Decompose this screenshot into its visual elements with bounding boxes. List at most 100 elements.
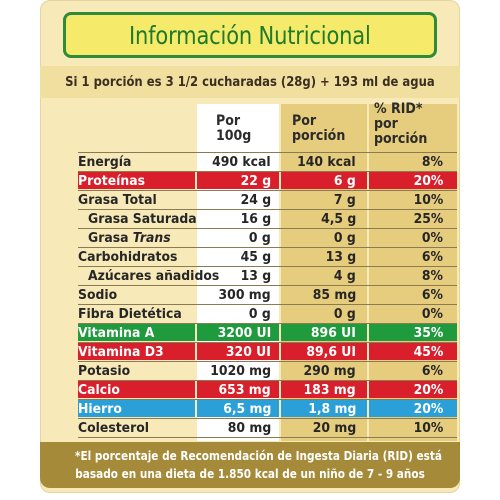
table-row: Hierro 6,5 mg 1,8 mg 20% — [78, 400, 460, 418]
row-divider — [78, 247, 457, 248]
table-row: Grasa Trans 0 g 0 g 0% — [78, 229, 460, 247]
row-highlight — [281, 381, 367, 398]
per100-value: 0 g — [249, 230, 271, 246]
row-divider — [78, 361, 457, 362]
row-highlight — [78, 343, 195, 360]
table-row: Potasio 1020 mg 290 mg 6% — [78, 362, 460, 380]
row-highlight — [281, 172, 367, 189]
row-divider — [78, 190, 457, 191]
rid-value: 10% — [413, 192, 443, 208]
per-serving-value: 896 UI — [311, 325, 356, 341]
nutrient-label: Vitamina A — [78, 325, 155, 341]
per100-value: 13 g — [240, 268, 271, 284]
table-row: Grasa Total 24 g 7 g 10% — [78, 191, 460, 209]
row-highlight — [281, 324, 367, 341]
row-divider — [78, 380, 457, 381]
serving-size-banner: Si 1 porción es 3 1/2 cucharadas (28g) +… — [40, 66, 460, 98]
per-serving-value: 85 mg — [312, 287, 356, 303]
rid-value: 0% — [421, 306, 443, 322]
per-serving-value: 140 kcal — [297, 154, 356, 170]
nutrient-label: Potasio — [78, 363, 131, 379]
table-row: Energía 490 kcal 140 kcal 8% — [78, 153, 460, 171]
row-divider — [78, 437, 457, 438]
rid-value: 8% — [421, 154, 443, 170]
row-highlight — [197, 381, 279, 398]
row-highlight — [369, 324, 457, 341]
per100-value: 6,5 mg — [222, 401, 271, 417]
per-serving-value: 13 g — [325, 249, 356, 265]
row-divider — [78, 399, 457, 400]
row-divider — [78, 152, 457, 153]
nutrient-label: Grasa Total — [78, 192, 157, 208]
nutrient-label: Energía — [78, 154, 132, 170]
row-divider — [78, 342, 457, 343]
header-rid: % RID* por porción — [374, 101, 428, 147]
table-row: Colesterol 80 mg 20 mg 10% — [78, 419, 460, 437]
table-row: Carbohidratos 45 g 13 g 6% — [78, 248, 460, 266]
rid-value: 20% — [413, 382, 443, 398]
rid-value: 0% — [421, 230, 443, 246]
row-divider — [78, 304, 457, 305]
nutrient-label: Calcio — [78, 382, 120, 398]
per-serving-value: 0 g — [334, 306, 356, 322]
nutrient-label: Fibra Dietética — [78, 306, 182, 322]
nutrient-label: Carbohidratos — [78, 249, 178, 265]
row-divider — [78, 228, 457, 229]
per100-value: 490 kcal — [212, 154, 271, 170]
row-divider — [78, 266, 457, 267]
table-row: Sodio 300 mg 85 mg 6% — [78, 286, 460, 304]
per100-value: 24 g — [240, 192, 271, 208]
row-divider — [78, 323, 457, 324]
per-serving-value: 1,8 mg — [307, 401, 356, 417]
row-highlight — [197, 324, 279, 341]
per-serving-value: 89,6 UI — [306, 344, 356, 360]
nutrient-label: Grasa Saturada — [88, 211, 197, 227]
rid-value: 45% — [413, 344, 443, 360]
nutrient-label: Sodio — [78, 287, 118, 303]
serving-size-text: Si 1 porción es 3 1/2 cucharadas (28g) +… — [65, 74, 435, 90]
nutrient-label: Colesterol — [78, 420, 149, 436]
title-banner: Información Nutricional — [63, 12, 437, 58]
per100-value: 653 mg — [218, 382, 271, 398]
rid-value: 8% — [421, 268, 443, 284]
per-serving-value: 7 g — [334, 192, 356, 208]
footnote-banner: *El porcentaje de Recomendación de Inges… — [40, 442, 460, 488]
header-per-serving: Por porción — [292, 113, 346, 144]
table-row: Fibra Dietética 0 g 0 g 0% — [78, 305, 460, 323]
per100-value: 80 mg — [227, 420, 271, 436]
footnote-line-1: *El porcentaje de Recomendación de Inges… — [74, 448, 443, 463]
per100-value: 300 mg — [218, 287, 271, 303]
row-highlight — [78, 381, 195, 398]
row-highlight — [369, 172, 457, 189]
rid-value: 25% — [413, 211, 443, 227]
table-row: Proteínas 22 g 6 g 20% — [78, 172, 460, 190]
row-highlight — [281, 343, 367, 360]
rid-value: 35% — [413, 325, 443, 341]
row-divider — [78, 418, 457, 419]
table-row: Vitamina D3 320 UI 89,6 UI 45% — [78, 343, 460, 361]
nutrient-label: Azúcares añadidos — [88, 268, 220, 284]
table-row: Azúcares añadidos 13 g 4 g 8% — [78, 267, 460, 285]
row-highlight — [78, 400, 195, 417]
header-per100: Por 100g — [216, 113, 252, 144]
per100-value: 0 g — [249, 306, 271, 322]
per100-value: 1020 mg — [210, 363, 271, 379]
row-highlight — [369, 343, 457, 360]
page-title: Información Nutricional — [129, 20, 371, 50]
rid-value: 20% — [413, 173, 443, 189]
table-row: Grasa Saturada 16 g 4,5 g 25% — [78, 210, 460, 228]
per100-value: 3200 UI — [217, 325, 271, 341]
per-serving-value: 4,5 g — [320, 211, 356, 227]
nutrient-label: Proteínas — [78, 173, 146, 189]
row-highlight — [197, 400, 279, 417]
footnote-line-2: basado en una dieta de 1.850 kcal de un … — [75, 466, 425, 481]
table-row: Calcio 653 mg 183 mg 20% — [78, 381, 460, 399]
row-highlight — [369, 381, 457, 398]
per-serving-value: 20 mg — [312, 420, 356, 436]
table-row: Vitamina A 3200 UI 896 UI 35% — [78, 324, 460, 342]
per100-value: 22 g — [240, 173, 271, 189]
per-serving-value: 4 g — [334, 268, 356, 284]
row-highlight — [78, 324, 195, 341]
per100-value: 45 g — [240, 249, 271, 265]
row-highlight — [78, 172, 195, 189]
